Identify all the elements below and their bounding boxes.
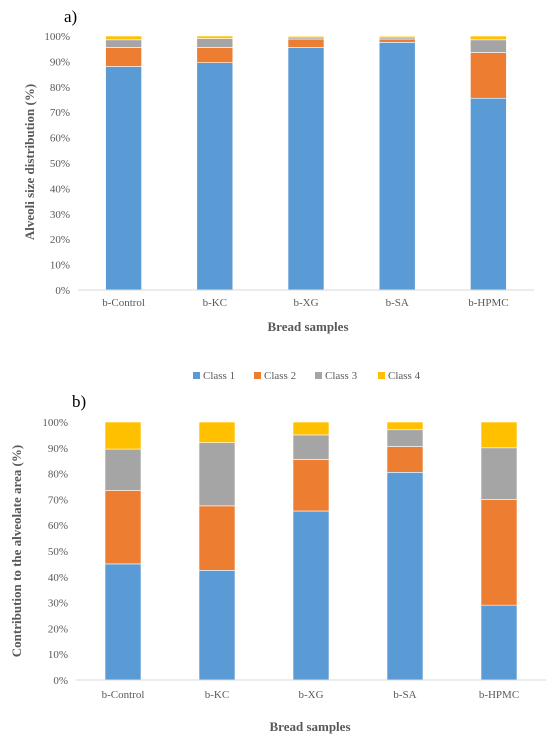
legend-swatch-class-1 (193, 372, 200, 379)
panel-b-bar-b-control-class-2 (104, 490, 142, 565)
panel-b-bar-b-xg-class-3 (292, 434, 330, 460)
panel-a-bar-b-control-class-2 (105, 47, 142, 67)
panel-b-y-tick-label: 100% (42, 417, 68, 429)
panel-a-x-tick-label: b-SA (386, 297, 409, 309)
panel-b-bar-b-control-class-3 (104, 448, 142, 491)
panel-b-y-tick-label: 70% (48, 494, 68, 506)
chart-panel-b: b) Contribution to the alveolate area (%… (9, 392, 546, 734)
panel-a-y-tick-label: 80% (50, 82, 70, 94)
panel-b-bar-b-control-class-1 (104, 563, 142, 681)
legend-swatch-class-2 (254, 372, 261, 379)
panel-b-y-tick-label: 60% (48, 520, 68, 532)
panel-a-bar-b-control-class-1 (105, 66, 142, 291)
panel-a-x-tick-label: b-Control (102, 297, 145, 309)
panel-a-bar-b-kc-class-4 (196, 35, 234, 39)
panel-a-x-tick-label: b-KC (203, 297, 227, 309)
panel-b-bar-b-xg-class-4 (292, 421, 330, 436)
panel-a-x-axis-title: Bread samples (267, 319, 348, 334)
panel-a-bar-b-xg-class-4 (287, 35, 325, 38)
panel-a-y-tick-label: 20% (50, 234, 70, 246)
panel-b-bar-b-xg-class-1 (292, 510, 330, 681)
panel-b-y-tick-label: 30% (48, 598, 68, 610)
panel-a-bar-b-hpmc-class-4 (470, 35, 507, 41)
panel-a-bar-b-sa-class-4 (378, 35, 416, 38)
panel-a-bar-b-hpmc-class-2 (470, 52, 507, 99)
panel-b-bar-b-kc-class-2 (198, 505, 236, 571)
panel-b-bar-b-control-class-4 (104, 421, 142, 450)
panel-a-y-tick-label: 90% (50, 56, 70, 68)
panel-b-bar-b-sa-class-3 (386, 429, 424, 447)
panel-b-x-tick-label: b-HPMC (479, 689, 519, 701)
panel-b-x-tick-label: b-SA (393, 689, 416, 701)
panel-b-bar-b-hpmc-class-2 (480, 499, 518, 606)
panel-b-bar-b-kc-class-1 (198, 570, 236, 681)
panel-b-bar-b-kc-class-3 (198, 442, 236, 507)
legend-label-class-3: Class 3 (325, 370, 358, 382)
legend-swatch-class-3 (315, 372, 322, 379)
panel-a-y-tick-label: 50% (50, 158, 70, 170)
legend-label-class-2: Class 2 (264, 370, 296, 382)
panel-a-bar-b-sa-class-2 (378, 38, 416, 43)
panel-b-x-tick-label: b-XG (298, 689, 323, 701)
panel-a-bar-b-kc-class-1 (196, 62, 234, 291)
panel-a-bar-b-kc-class-2 (196, 47, 234, 63)
panel-a-bar-b-hpmc-class-1 (470, 97, 507, 291)
panel-b-bar-b-xg-class-2 (292, 459, 330, 512)
panel-a-bar-b-control-class-4 (105, 35, 142, 41)
panel-b-bar-b-kc-class-4 (198, 421, 236, 443)
panel-b-x-tick-label: b-KC (205, 689, 229, 701)
chart-panel-a: a) Alveoli size distribution (%) Bread s… (22, 7, 534, 334)
panel-b-bar-b-sa-class-1 (386, 472, 424, 681)
panel-a-bar-b-xg-class-2 (287, 38, 325, 48)
panel-a-y-axis-title: Alveoli size distribution (%) (22, 84, 37, 240)
panel-a-bar-b-xg-class-3 (287, 36, 325, 40)
panel-b-label: b) (72, 392, 86, 411)
panel-a-bar-b-sa-class-3 (378, 36, 416, 40)
panel-b-y-tick-label: 40% (48, 572, 68, 584)
panel-a-bar-b-hpmc-class-3 (470, 39, 507, 53)
panel-b-y-tick-label: 90% (48, 443, 68, 455)
panel-a-x-tick-label: b-XG (293, 297, 318, 309)
legend-label-class-1: Class 1 (203, 370, 235, 382)
panel-b-y-tick-label: 50% (48, 546, 68, 558)
panel-a-y-tick-label: 100% (44, 31, 70, 43)
panel-b-marks: 0% 10% 20% 30% 40% 50% 60% 70% 80% 90% 100% b-Contr… (42, 417, 546, 701)
panel-a-y-tick-label: 70% (50, 107, 70, 119)
panel-a-y-tick-label: 40% (50, 183, 70, 195)
panel-b-x-tick-label: b-Control (102, 689, 145, 701)
panel-a-bar-b-sa-class-1 (378, 42, 416, 291)
panel-a-y-tick-label: 0% (55, 285, 70, 297)
panel-a-marks: 0% 10% 20% 30% 40% 50% 60% 70% 80% 90% 100% b-Contr… (44, 31, 534, 309)
panel-a-bar-b-xg-class-1 (287, 47, 325, 291)
panel-a-y-tick-label: 30% (50, 209, 70, 221)
panel-b-x-axis-title: Bread samples (269, 719, 350, 734)
panel-b-bar-b-sa-class-2 (386, 446, 424, 473)
panel-a-x-tick-label: b-HPMC (468, 297, 508, 309)
panel-a-bar-b-kc-class-3 (196, 38, 234, 48)
panel-b-y-axis-title: Contribution to the alveolate area (%) (9, 445, 24, 657)
panel-b-bar-b-hpmc-class-1 (480, 604, 518, 681)
panel-a-label: a) (64, 7, 77, 26)
panel-b-y-tick-label: 10% (48, 649, 68, 661)
legend: Class 1 Class 2 Class 3 Class 4 (193, 370, 421, 382)
legend-label-class-4: Class 4 (388, 370, 421, 382)
panel-a-y-tick-label: 10% (50, 260, 70, 272)
panel-b-y-tick-label: 0% (53, 675, 68, 687)
panel-b-y-tick-label: 80% (48, 469, 68, 481)
legend-swatch-class-4 (378, 372, 385, 379)
panel-b-bar-b-hpmc-class-4 (480, 421, 518, 449)
panel-b-y-tick-label: 20% (48, 623, 68, 635)
panel-b-bar-b-sa-class-4 (386, 421, 424, 431)
panel-a-y-tick-label: 60% (50, 133, 70, 145)
panel-a-bar-b-control-class-3 (105, 39, 142, 48)
panel-b-bar-b-hpmc-class-3 (480, 447, 518, 500)
